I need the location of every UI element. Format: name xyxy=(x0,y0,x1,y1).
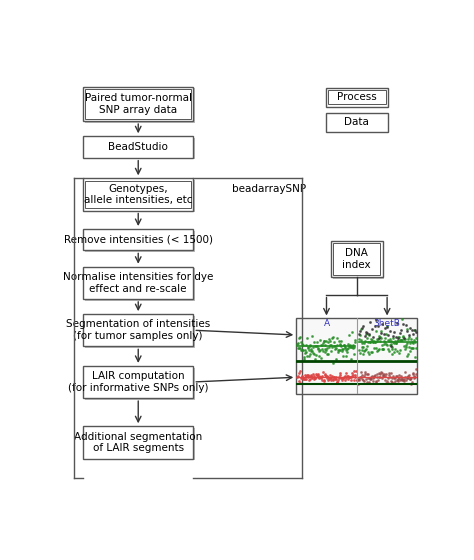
Text: Data: Data xyxy=(345,118,369,127)
Text: Normalise intensities for dye
effect and re-scale: Normalise intensities for dye effect and… xyxy=(63,272,213,293)
Text: Remove intensities (< 1500): Remove intensities (< 1500) xyxy=(64,235,213,245)
FancyBboxPatch shape xyxy=(84,138,195,160)
FancyBboxPatch shape xyxy=(83,267,193,299)
FancyBboxPatch shape xyxy=(84,180,195,212)
FancyBboxPatch shape xyxy=(296,319,418,394)
FancyBboxPatch shape xyxy=(326,88,388,107)
FancyBboxPatch shape xyxy=(84,231,195,252)
FancyBboxPatch shape xyxy=(84,88,195,123)
Text: Paired tumor-normal
SNP array data: Paired tumor-normal SNP array data xyxy=(85,93,191,115)
Text: BeadStudio: BeadStudio xyxy=(108,142,168,152)
FancyBboxPatch shape xyxy=(83,366,193,398)
FancyBboxPatch shape xyxy=(84,316,195,348)
Text: Additional segmentation
of LAIR segments: Additional segmentation of LAIR segments xyxy=(74,432,202,453)
FancyBboxPatch shape xyxy=(326,113,388,132)
FancyBboxPatch shape xyxy=(83,229,193,250)
FancyBboxPatch shape xyxy=(83,178,193,211)
FancyBboxPatch shape xyxy=(84,367,195,400)
Text: Process: Process xyxy=(337,92,377,102)
FancyBboxPatch shape xyxy=(84,268,195,301)
Text: beadarraySNP: beadarraySNP xyxy=(232,184,306,194)
FancyBboxPatch shape xyxy=(83,314,193,347)
FancyBboxPatch shape xyxy=(83,87,193,121)
FancyBboxPatch shape xyxy=(331,241,383,277)
Text: DNA
index: DNA index xyxy=(343,248,371,270)
Text: Genotypes,
allele intensities, etc: Genotypes, allele intensities, etc xyxy=(84,184,192,205)
Text: LAIR computation
(for informative SNPs only): LAIR computation (for informative SNPs o… xyxy=(68,371,209,393)
FancyBboxPatch shape xyxy=(84,428,195,460)
FancyBboxPatch shape xyxy=(333,242,384,279)
FancyBboxPatch shape xyxy=(83,136,193,158)
Text: Segmentation of intensities
(for tumor samples only): Segmentation of intensities (for tumor s… xyxy=(66,319,210,341)
FancyBboxPatch shape xyxy=(83,426,193,459)
